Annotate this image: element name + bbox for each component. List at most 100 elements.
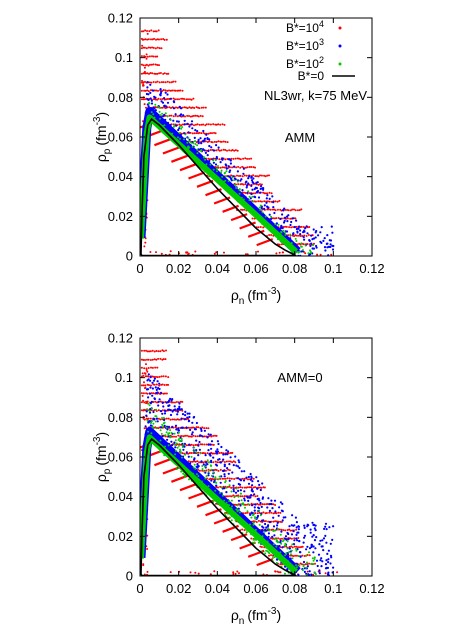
point-b1e4	[144, 387, 146, 390]
point-b1e2	[165, 426, 168, 429]
y-tick-label: 0.04	[108, 169, 133, 184]
point-b1e4	[215, 251, 218, 254]
point-b1e2	[209, 163, 212, 166]
point-b1e4	[229, 460, 232, 463]
point-b1e3	[212, 456, 215, 459]
point-b1e3	[190, 123, 193, 126]
point-b1e3	[277, 514, 280, 517]
point-b1e2	[228, 504, 231, 507]
point-b1e4	[293, 537, 296, 540]
point-b1e4	[244, 503, 247, 506]
point-b1e4	[195, 106, 198, 109]
point-b1e4	[189, 131, 192, 134]
point-b1e2	[205, 163, 208, 166]
point-b1e3	[321, 545, 324, 548]
point-b1e3	[313, 539, 317, 542]
point-b1e3	[178, 402, 181, 405]
point-b1e4	[241, 165, 244, 168]
point-b1e4	[154, 72, 157, 75]
point-b1e3	[170, 440, 173, 443]
point-b1e4	[293, 545, 296, 548]
point-b1e3	[166, 438, 169, 441]
point-b1e4	[194, 114, 197, 117]
point-b1e3	[236, 477, 240, 480]
point-b1e2	[198, 478, 200, 481]
point-b1e3	[271, 195, 274, 198]
point-b1e4	[156, 64, 159, 66]
point-b1e3	[222, 458, 225, 461]
point-b1e4	[175, 401, 178, 403]
point-b1e3	[237, 489, 240, 492]
point-b1e4	[213, 570, 216, 573]
point-b1e2	[175, 468, 178, 471]
point-b1e2	[205, 475, 208, 478]
point-b1e3	[305, 225, 308, 228]
point-b1e3	[292, 543, 296, 546]
point-b1e4	[274, 570, 277, 573]
point-b1e2	[275, 561, 278, 564]
point-b1e4	[247, 478, 249, 481]
point-b1e4	[209, 132, 212, 135]
point-b1e3	[238, 466, 241, 470]
point-b1e2	[158, 110, 161, 113]
point-b1e3	[232, 464, 235, 467]
chart-panel-top: 0 0.02 0.04 0.06 0.08 0.1 0.1200.020.040.060.0…	[92, 11, 385, 308]
point-b1e3	[146, 98, 149, 101]
point-b1e4	[160, 252, 163, 255]
point-b1e2	[219, 492, 221, 494]
point-b1e3	[155, 417, 159, 420]
point-b1e3	[238, 483, 242, 486]
point-b1e4	[278, 199, 281, 202]
point-b1e3	[166, 101, 170, 104]
y-axis-label: ρp(fm-3)	[92, 432, 113, 482]
point-b1e4	[156, 98, 159, 101]
point-b1e3	[232, 488, 235, 491]
point-b1e2	[261, 223, 264, 225]
point-b1e4	[165, 349, 167, 352]
point-b1e4	[140, 409, 143, 412]
point-b1e4	[145, 349, 148, 352]
point-b1e4	[171, 89, 174, 92]
point-b1e4	[202, 106, 205, 109]
point-b1e4	[250, 157, 253, 160]
point-b1e4	[179, 400, 182, 403]
point-b1e4	[231, 451, 234, 454]
point-b1e4	[276, 208, 279, 211]
point-b1e3	[153, 377, 156, 380]
point-b1e2	[148, 404, 151, 407]
point-b1e2	[284, 234, 287, 236]
point-b1e2	[188, 478, 190, 481]
point-b1e4	[152, 392, 155, 395]
point-b1e4	[193, 107, 196, 109]
point-b1e4	[145, 47, 148, 50]
point-b1e4	[162, 89, 165, 91]
point-b1e4	[223, 477, 225, 480]
point-b1e4	[154, 47, 157, 50]
point-b1e4	[243, 495, 246, 498]
point-b1e4	[242, 183, 245, 186]
point-b1e4	[212, 461, 215, 464]
point-b1e3	[287, 555, 290, 558]
point-b1e2	[202, 156, 205, 159]
point-b1e2	[237, 517, 240, 519]
point-b1e2	[214, 489, 217, 492]
point-b1e4	[234, 461, 237, 464]
point-b1e3	[152, 379, 156, 382]
point-b1e3	[225, 167, 228, 170]
point-b1e3	[193, 458, 196, 461]
point-b1e4	[188, 452, 191, 454]
point-b1e4	[150, 29, 153, 32]
point-b1e2	[231, 176, 234, 179]
point-b1e4	[182, 435, 185, 438]
point-b1e4	[140, 98, 143, 101]
point-b1e2	[212, 159, 215, 162]
point-b1e4	[152, 30, 155, 33]
point-b1e4	[143, 367, 146, 370]
point-b1e3	[242, 167, 245, 170]
point-b1e4	[150, 392, 153, 395]
point-b1e2	[172, 125, 175, 128]
point-b1e4	[145, 367, 148, 370]
point-b1e3	[273, 211, 276, 215]
point-b1e4	[288, 226, 291, 229]
point-b1e3	[327, 571, 330, 574]
